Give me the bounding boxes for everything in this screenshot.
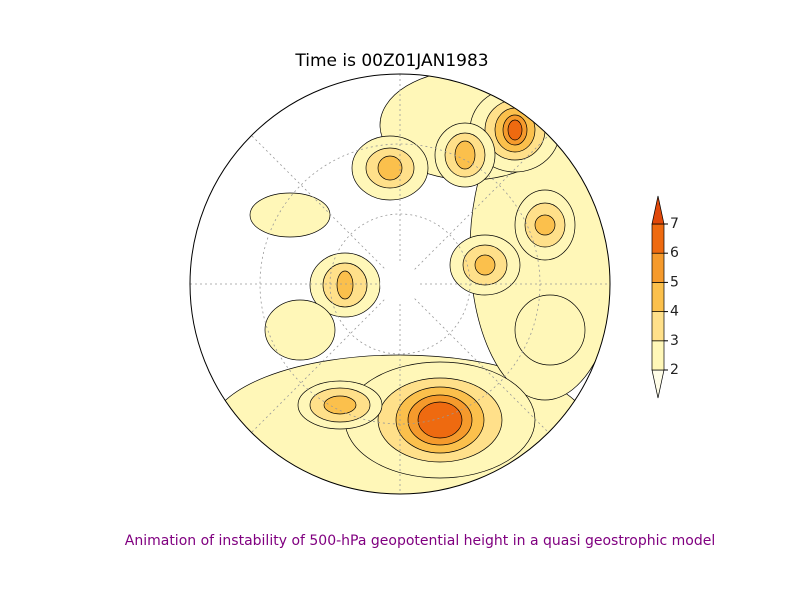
contour-region xyxy=(336,270,354,300)
contour-region xyxy=(514,294,586,366)
contour-region xyxy=(507,119,523,141)
colorbar-low xyxy=(651,369,665,399)
contour-region xyxy=(474,254,496,276)
colorbar-segment xyxy=(651,282,665,312)
colorbar-segment xyxy=(651,340,665,371)
colorbar-segment xyxy=(651,223,665,254)
map-title: Time is 00Z01JAN1983 xyxy=(294,51,488,71)
contour-region xyxy=(534,214,556,236)
map-border xyxy=(189,73,611,495)
colorbar-segment xyxy=(651,311,665,342)
colorbar-segment xyxy=(651,252,665,283)
colorbar-label: 5 xyxy=(670,274,679,290)
contour-region xyxy=(417,401,463,439)
contour-region xyxy=(454,140,476,170)
colorbar-label: 6 xyxy=(670,245,679,261)
colorbar-high xyxy=(651,195,665,225)
pole-gap xyxy=(380,264,420,304)
contour-region xyxy=(264,299,336,361)
caption: Animation of instability of 500-hPa geop… xyxy=(125,533,715,549)
contour-region xyxy=(377,155,403,181)
colorbar-label: 2 xyxy=(670,362,679,378)
colorbar-label: 7 xyxy=(670,216,679,232)
colorbar-label: 3 xyxy=(670,333,679,349)
colorbar-label: 4 xyxy=(670,304,679,320)
contour-region xyxy=(249,192,331,238)
colorbar: 2 3 4 5 6 7 xyxy=(651,195,679,399)
contour-region xyxy=(323,395,357,415)
contour-field xyxy=(209,74,610,494)
